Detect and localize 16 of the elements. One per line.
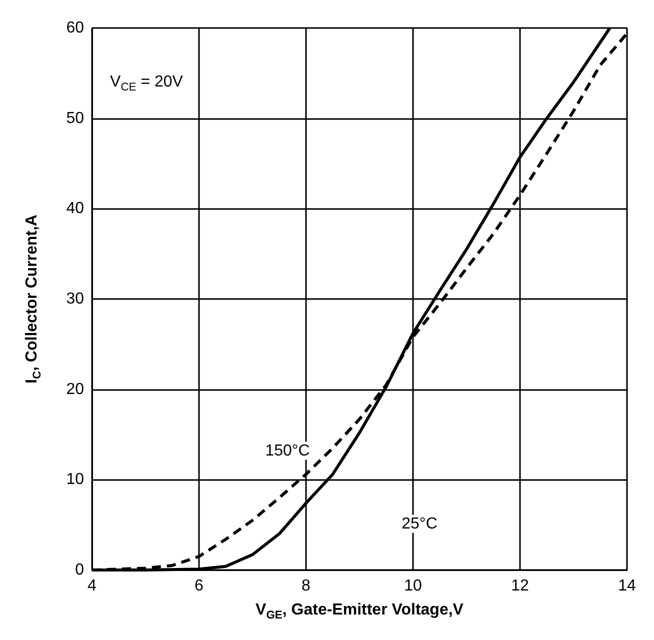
- x-tick-label: 6: [194, 578, 204, 594]
- annotation: 25°C: [402, 515, 438, 532]
- x-tick-label: 10: [404, 578, 422, 594]
- y-tick-label: 30: [66, 290, 84, 308]
- y-tick-label: 0: [75, 562, 84, 578]
- y-tick-label: 20: [66, 380, 84, 398]
- annotation: 150°C: [265, 442, 310, 460]
- y-tick-label: 50: [66, 110, 84, 127]
- x-tick-label: 12: [511, 578, 529, 594]
- y-tick-label: 10: [66, 471, 84, 488]
- y-tick-label: 60: [66, 20, 84, 36]
- y-axis-title: IC, Collector Current,A: [24, 214, 44, 384]
- x-tick-label: 14: [618, 578, 636, 594]
- y-tick-label: 40: [66, 200, 84, 218]
- x-tick-label: 4: [88, 578, 97, 594]
- x-tick-label: 8: [302, 578, 311, 594]
